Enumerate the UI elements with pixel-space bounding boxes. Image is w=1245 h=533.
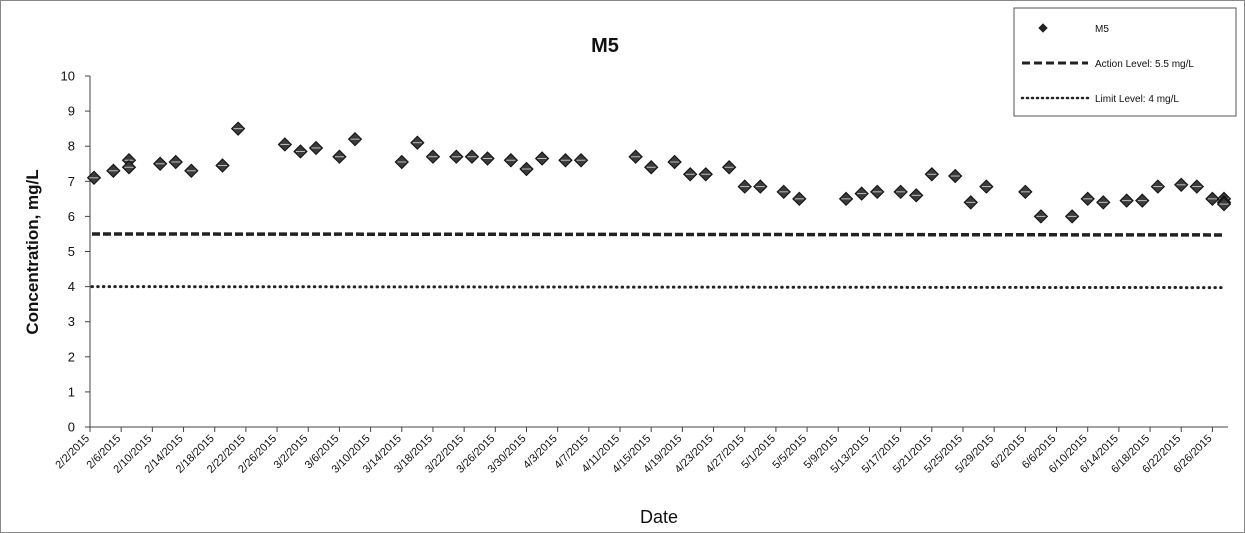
legend-label-action-level: Action Level: 5.5 mg/L <box>1095 59 1194 70</box>
legend-item-limit-level: Limit Level: 4 mg/L <box>1020 94 1179 105</box>
y-tick-label: 6 <box>68 209 75 224</box>
chart-title: M5 <box>591 35 619 57</box>
y-tick-label: 10 <box>61 69 75 84</box>
data-points <box>86 121 1232 224</box>
y-tick-label: 5 <box>68 244 75 259</box>
legend-label-limit-level: Limit Level: 4 mg/L <box>1095 94 1179 105</box>
action-level-line <box>91 232 1225 237</box>
y-tick-label: 1 <box>68 384 75 399</box>
diamond-marker-icon <box>1038 23 1048 33</box>
y-tick-label: 4 <box>68 279 75 294</box>
legend: M5 Action Level: 5.5 mg/L Limit Level: 4… <box>1013 7 1237 117</box>
x-axis-label: Date <box>640 507 678 527</box>
y-axis-ticks: 0 1 2 3 4 5 6 7 8 9 10 <box>61 69 90 435</box>
y-tick-label: 8 <box>68 139 75 154</box>
legend-item-m5: M5 <box>1038 23 1109 35</box>
y-axis-label: Concentration, mg/L <box>23 169 42 334</box>
y-tick-label: 2 <box>68 349 75 364</box>
y-tick-label: 7 <box>68 174 75 189</box>
reference-lines <box>90 232 1226 290</box>
legend-label-m5: M5 <box>1095 24 1109 35</box>
y-tick-label: 0 <box>68 420 75 435</box>
legend-item-action-level: Action Level: 5.5 mg/L <box>1022 59 1194 70</box>
limit-level-line <box>90 285 1226 290</box>
y-tick-label: 3 <box>68 314 75 329</box>
y-tick-label: 9 <box>68 104 75 119</box>
